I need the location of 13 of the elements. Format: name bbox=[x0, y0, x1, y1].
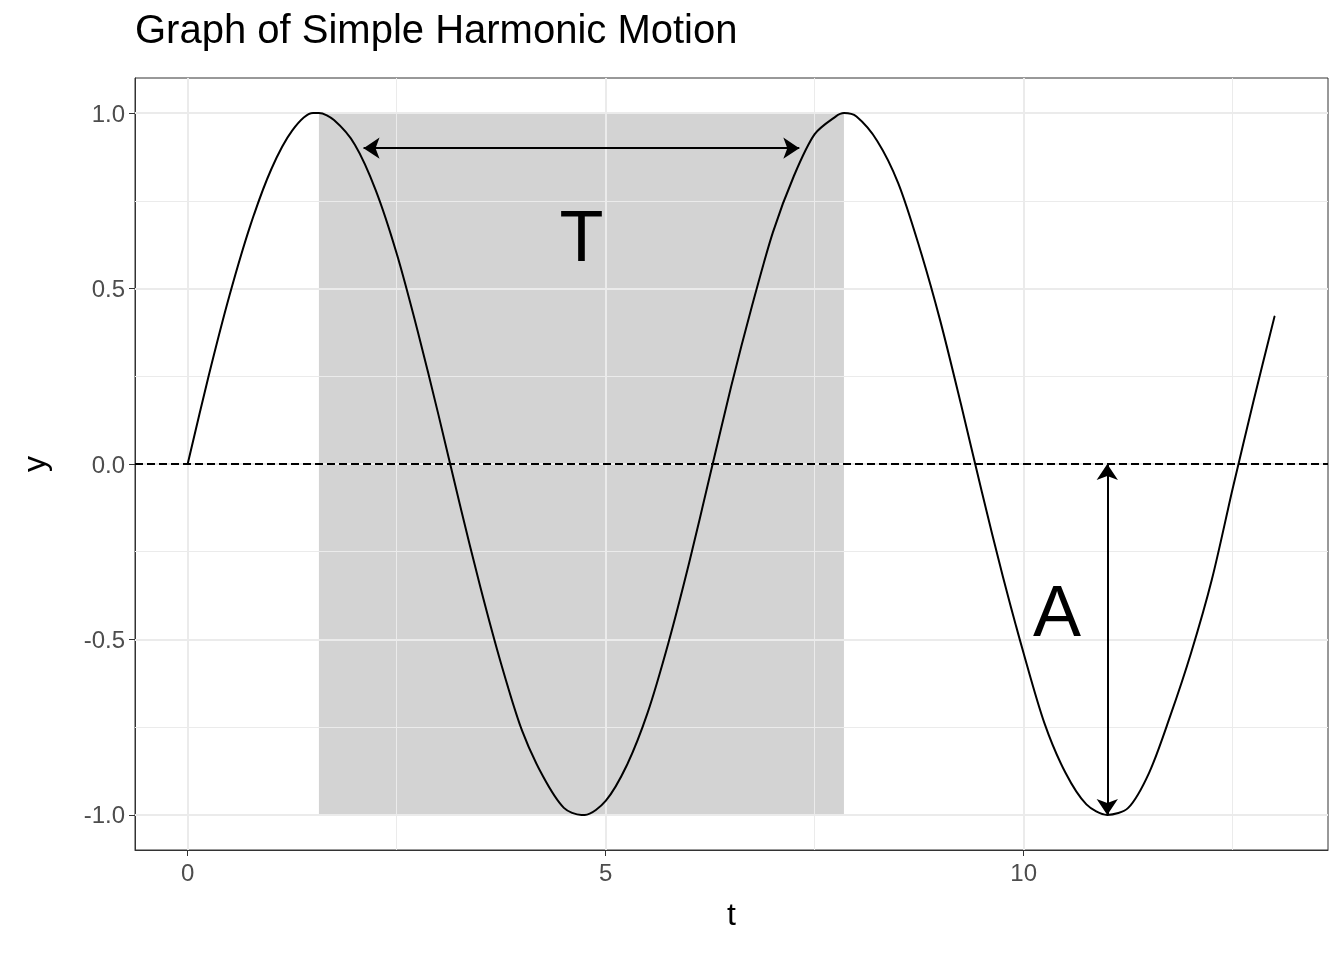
chart-title: Graph of Simple Harmonic Motion bbox=[135, 7, 738, 51]
y-tick-label: 0.0 bbox=[91, 450, 125, 478]
annotation: T bbox=[559, 195, 604, 276]
y-tick-label: -0.5 bbox=[83, 625, 125, 653]
y-tick-label: -1.0 bbox=[83, 801, 125, 829]
x-axis-title: t bbox=[727, 896, 737, 932]
y-tick-label: 1.0 bbox=[91, 99, 125, 127]
y-tick-label: 0.5 bbox=[91, 275, 125, 303]
x-tick-label: 5 bbox=[599, 858, 613, 886]
annotation: A bbox=[1033, 571, 1082, 652]
y-axis-title: y bbox=[16, 456, 52, 472]
x-tick-label: 10 bbox=[1010, 858, 1038, 886]
x-tick-label: 0 bbox=[180, 858, 195, 886]
